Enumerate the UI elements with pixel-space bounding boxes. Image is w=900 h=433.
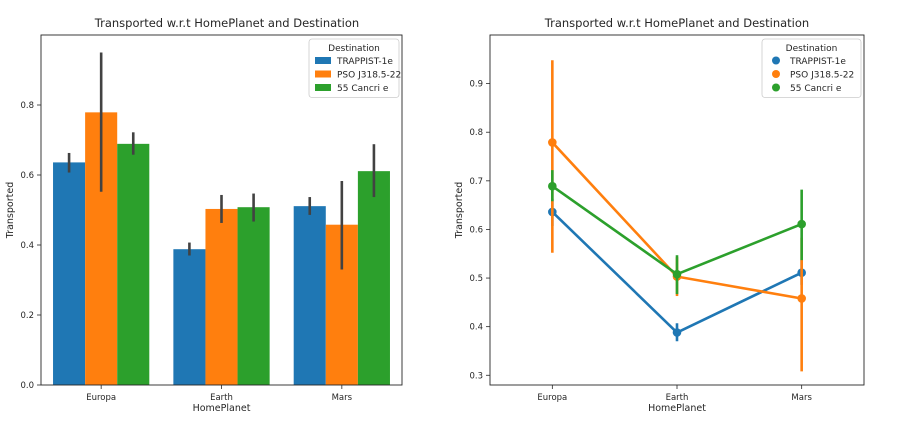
bar-55-cancri-e-europa (117, 143, 150, 385)
point-chart-xlabel: HomePlanet (648, 403, 706, 414)
point-chart: Transported w.r.t HomePlanet and Destina… (454, 16, 865, 414)
bar-chart-legend-label-trappist-1e: TRAPPIST-1e (336, 57, 393, 67)
point-chart-y-ticks: 0.3 0.4 0.5 0.6 0.7 0.8 0.9 (469, 80, 490, 381)
point-chart-ytick-label: 0.6 (469, 225, 483, 235)
bar-chart-y-ticks: 0.0 0.2 0.4 0.6 0.8 (20, 101, 41, 391)
bar-chart-legend-title: Destination (328, 44, 380, 54)
bar-chart-legend-swatch-trappist-1e (315, 57, 331, 64)
point-chart-title: Transported w.r.t HomePlanet and Destina… (544, 16, 809, 30)
point-chart-ytick-label: 0.5 (469, 274, 483, 284)
point-chart-legend-box (761, 38, 862, 98)
point-chart-ytick-label: 0.3 (469, 371, 483, 381)
point-chart-xtick-label-earth: Earth (666, 393, 689, 403)
bar-pso-j318-5-22-earth (205, 208, 238, 385)
bar-chart-ytick-label: 0.0 (20, 381, 34, 391)
point-chart-legend-title: Destination (786, 44, 838, 54)
bar-55-cancri-e-mars (357, 171, 390, 385)
point-chart-ytick-label: 0.7 (469, 177, 483, 187)
bar-chart-legend-swatch-pso-j318-5-22 (315, 70, 331, 78)
bar-chart-ytick-label: 0.2 (20, 311, 34, 321)
bar-chart-xtick-label-europa: Europa (86, 393, 116, 403)
bar-chart-marks (53, 52, 390, 385)
point-chart-x-ticks: Europa Earth Mars (537, 385, 812, 403)
point-chart-ylabel: Transported (454, 182, 465, 239)
bar-chart-legend-label-pso-j318-5-22: PSO J318.5-22 (337, 71, 401, 81)
bar-chart-ylabel: Transported (5, 182, 16, 239)
point-chart-legend-marker-trappist-1e (772, 56, 780, 65)
bar-chart-x-ticks: Europa Earth Mars (86, 385, 353, 403)
bar-chart-ytick-label: 0.8 (20, 101, 34, 111)
point-chart-legend: Destination TRAPPIST-1e PSO J318.5-22 55 Ca… (761, 38, 862, 98)
bar-chart-xtick-label-earth: Earth (210, 393, 233, 403)
point-chart-legend-marker-pso-j318-5-22 (772, 70, 780, 78)
point-chart-legend-label-55-cancri-e: 55 Cancri e (790, 84, 842, 94)
bar-chart-ytick-label: 0.4 (20, 241, 34, 251)
bar-trappist-1e-europa (53, 162, 86, 385)
point-chart-legend-label-trappist-1e: TRAPPIST-1e (789, 57, 846, 67)
bar-trappist-1e-mars (293, 206, 326, 385)
point-chart-xtick-label-europa: Europa (537, 393, 567, 403)
point-chart-legend-label-pso-j318-5-22: PSO J318.5-22 (790, 71, 854, 81)
bar-trappist-1e-earth (173, 249, 206, 385)
point-trappist-1e-earth (672, 328, 682, 337)
bar-55-cancri-e-earth (237, 207, 270, 385)
point-chart-marks (548, 60, 806, 372)
point-chart-xtick-label-mars: Mars (791, 393, 812, 403)
bar-chart-xlabel: HomePlanet (193, 403, 251, 414)
point-55-cancri-e-mars (797, 219, 806, 229)
point-chart-ytick-label: 0.4 (469, 323, 483, 333)
point-pso-j318-5-22-mars (797, 294, 806, 303)
bar-chart-title: Transported w.r.t HomePlanet and Destina… (94, 16, 359, 30)
point-55-cancri-e-earth (672, 269, 682, 279)
bar-chart-legend: Destination TRAPPIST-1e PSO J318.5-22 55 Ca… (308, 38, 401, 98)
point-chart-ytick-label: 0.8 (469, 128, 483, 138)
bar-chart-ytick-label: 0.6 (20, 171, 34, 181)
bar-chart-legend-label-55-cancri-e: 55 Cancri e (337, 84, 389, 94)
bar-chart-legend-box (308, 38, 400, 98)
point-chart-legend-marker-55-cancri-e (772, 83, 780, 92)
bar-chart-xtick-label-mars: Mars (332, 393, 353, 403)
point-pso-j318-5-22-europa (548, 138, 557, 147)
point-55-cancri-e-europa (548, 181, 557, 191)
bar-chart: Transported w.r.t HomePlanet and Destina… (5, 16, 403, 414)
bar-chart-legend-swatch-55-cancri-e (315, 84, 331, 91)
point-chart-ytick-label: 0.9 (469, 80, 483, 90)
